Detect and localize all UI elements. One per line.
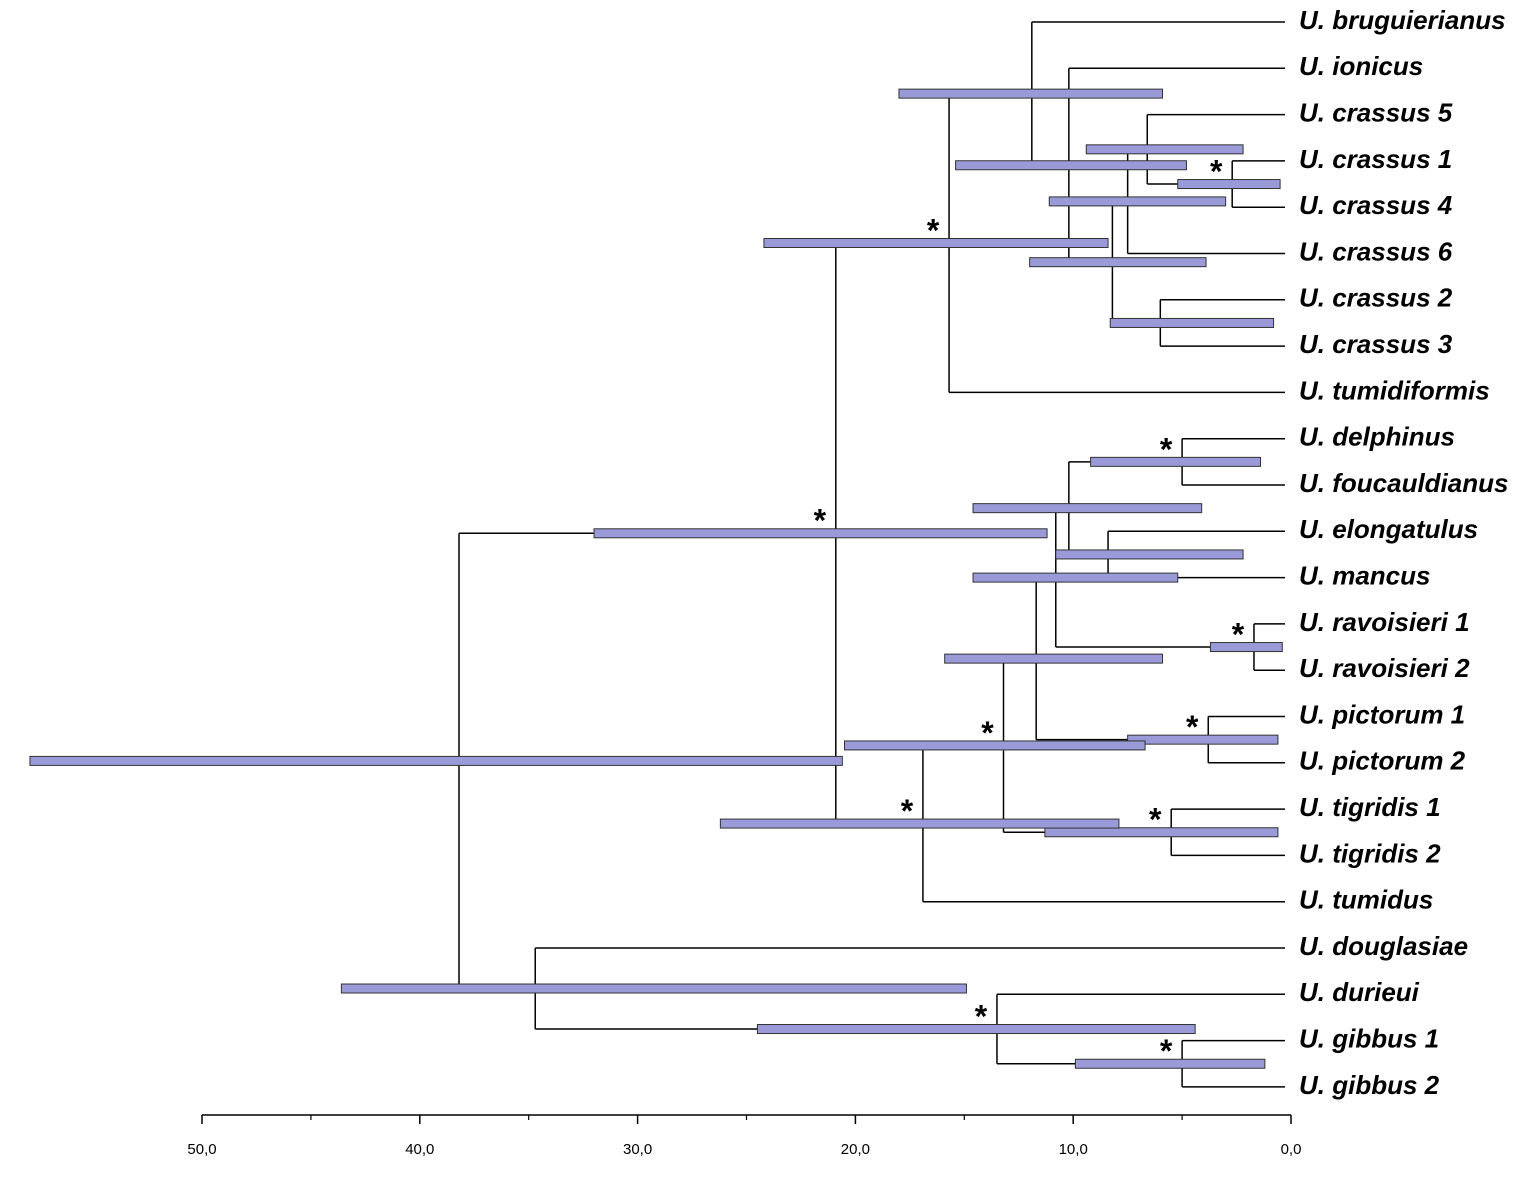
- hpd-bar: [1048, 196, 1227, 207]
- hpd-bar: [29, 755, 843, 766]
- support-mark: *: [1232, 617, 1245, 653]
- hpd-bar: [1127, 734, 1279, 745]
- hpd-bar: [1029, 257, 1207, 268]
- x-tick-label: 0,0: [1281, 1141, 1302, 1158]
- hpd-bar: [972, 503, 1203, 514]
- x-tick-label: 30,0: [623, 1141, 652, 1158]
- hpd-bar: [1109, 317, 1275, 328]
- hpd-bar: [1177, 179, 1281, 190]
- hpd-bar: [1085, 144, 1244, 155]
- support-mark: *: [901, 793, 914, 829]
- tip-label: U. foucauldianus: [1299, 468, 1508, 498]
- tip-label: U. gibbus 1: [1299, 1023, 1439, 1053]
- tip-label: U. tumidus: [1299, 885, 1433, 915]
- support-mark: *: [927, 212, 940, 248]
- tip-label: U. bruguierianus: [1299, 5, 1506, 35]
- tip-label: U. delphinus: [1299, 422, 1455, 452]
- hpd-bar: [1055, 549, 1244, 560]
- tip-label: U. crassus 3: [1299, 329, 1453, 359]
- tip-label: U. ravoisieri 2: [1299, 653, 1470, 683]
- tip-label: U. mancus: [1299, 560, 1431, 590]
- x-axis: 50,0 40,0 30,0 20,0 10,0 0,0: [187, 1114, 1302, 1158]
- hpd-bar: [1074, 1058, 1266, 1069]
- tip-label: U. douglasiae: [1299, 931, 1468, 961]
- x-tick-label: 10,0: [1059, 1141, 1088, 1158]
- hpd-bar: [593, 528, 1048, 539]
- tip-label: U. ionicus: [1299, 51, 1423, 81]
- x-tick-label: 50,0: [187, 1141, 216, 1158]
- hpd-bar: [756, 1024, 1196, 1035]
- tip-label: U. durieui: [1299, 977, 1420, 1007]
- support-mark: *: [975, 998, 988, 1034]
- hpd-bar: [1044, 827, 1279, 838]
- tip-label: U. crassus 4: [1299, 190, 1453, 220]
- hpd-bar: [340, 983, 967, 994]
- tip-label: U. pictorum 1: [1299, 699, 1465, 729]
- support-mark: *: [1160, 1033, 1173, 1069]
- support-mark: *: [1210, 154, 1223, 190]
- hpd-bar: [763, 238, 1109, 249]
- tip-label: U. crassus 5: [1299, 97, 1453, 127]
- hpd-bar: [972, 572, 1179, 583]
- hpd-bar: [1209, 642, 1283, 653]
- hpd-bar: [844, 740, 1146, 751]
- hpd-bar: [719, 818, 1120, 829]
- tip-label: U. elongatulus: [1299, 514, 1478, 544]
- x-tick-label: 20,0: [841, 1141, 870, 1158]
- hpd-bar: [955, 160, 1187, 171]
- tip-label: U. crassus 6: [1299, 236, 1453, 266]
- tip-label: U. tigridis 1: [1299, 792, 1441, 822]
- labels: U. bruguierianus U. ionicus U. crassus 5 U.…: [814, 5, 1509, 1100]
- x-tick-label: 40,0: [405, 1141, 434, 1158]
- tip-label: U. crassus 2: [1299, 283, 1453, 313]
- hpd-bar: [898, 88, 1163, 99]
- hpd-bar: [944, 653, 1163, 664]
- support-mark: *: [814, 503, 827, 539]
- support-mark: *: [1149, 802, 1162, 838]
- support-mark: *: [981, 715, 994, 751]
- support-mark: *: [1160, 431, 1173, 467]
- tip-label: U. gibbus 2: [1299, 1070, 1440, 1100]
- hpd-bar: [1090, 456, 1262, 467]
- support-mark: *: [1186, 709, 1199, 745]
- tip-label: U. pictorum 2: [1299, 746, 1466, 776]
- hpd-bars: [29, 88, 1283, 1069]
- tip-label: U. tigridis 2: [1299, 838, 1441, 868]
- tip-label: U. ravoisieri 1: [1299, 607, 1470, 637]
- tip-label: U. tumidiformis: [1299, 375, 1490, 405]
- tip-label: U. crassus 1: [1299, 144, 1452, 174]
